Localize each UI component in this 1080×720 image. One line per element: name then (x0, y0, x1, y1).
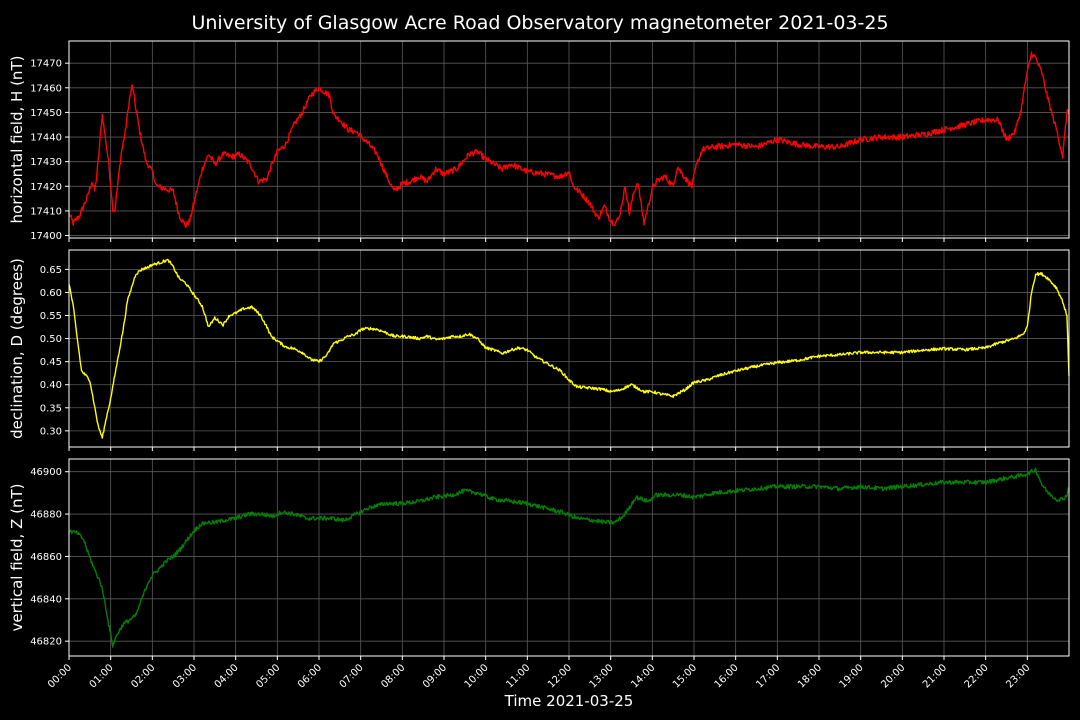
y-tick-label: 46900 (30, 467, 62, 478)
y-axis-label: horizontal field, H (nT) (8, 56, 26, 224)
series-line-3 (68, 467, 1070, 648)
x-axis-label: Time 2021-03-25 (504, 692, 634, 710)
y-axis-label: vertical field, Z (nT) (8, 483, 26, 631)
y-tick-label: 0.65 (40, 265, 62, 276)
chart-panels: 17400 17410 17420 17430 17440 17450 17460 17470… (8, 40, 1070, 660)
y-tick-label: 17400 (30, 231, 62, 242)
panel-frame (68, 40, 1070, 239)
panel-3: 46820 46840 46860 46880 46900 vertical field,… (8, 458, 1070, 660)
y-tick-label: 0.55 (40, 311, 62, 322)
y-tick-label: 17420 (30, 182, 62, 193)
series-line-1 (68, 51, 1070, 229)
panel-frame (68, 458, 1070, 657)
y-tick-label: 0.35 (40, 403, 62, 414)
y-tick-label: 17410 (30, 206, 62, 217)
y-tick-label: 0.30 (40, 426, 62, 437)
y-tick-label: 17440 (30, 133, 62, 144)
y-tick-label: 46840 (30, 594, 62, 605)
y-axis-label: declination, D (degrees) (8, 258, 26, 439)
panel-frame (68, 249, 1070, 448)
panel-2: 0.30 0.35 0.40 0.45 0.50 0.55 0.60 0.65 declinat… (8, 249, 1070, 451)
y-tick-label: 17460 (30, 83, 62, 94)
y-tick-label: 0.50 (40, 334, 62, 345)
y-tick-label: 0.45 (40, 357, 62, 368)
chart-title: University of Glasgow Acre Road Observat… (191, 12, 888, 34)
series-line-2 (68, 258, 1070, 439)
y-tick-label: 0.60 (40, 288, 62, 299)
y-tick-label: 46820 (30, 637, 62, 648)
y-tick-label: 46880 (30, 510, 62, 521)
y-tick-label: 17430 (30, 157, 62, 168)
y-tick-label: 0.40 (40, 380, 62, 391)
panel-1: 17400 17410 17420 17430 17440 17450 17460 17470… (8, 40, 1070, 242)
y-tick-label: 17450 (30, 108, 62, 119)
y-tick-label: 46860 (30, 552, 62, 563)
y-tick-label: 17470 (30, 59, 62, 70)
